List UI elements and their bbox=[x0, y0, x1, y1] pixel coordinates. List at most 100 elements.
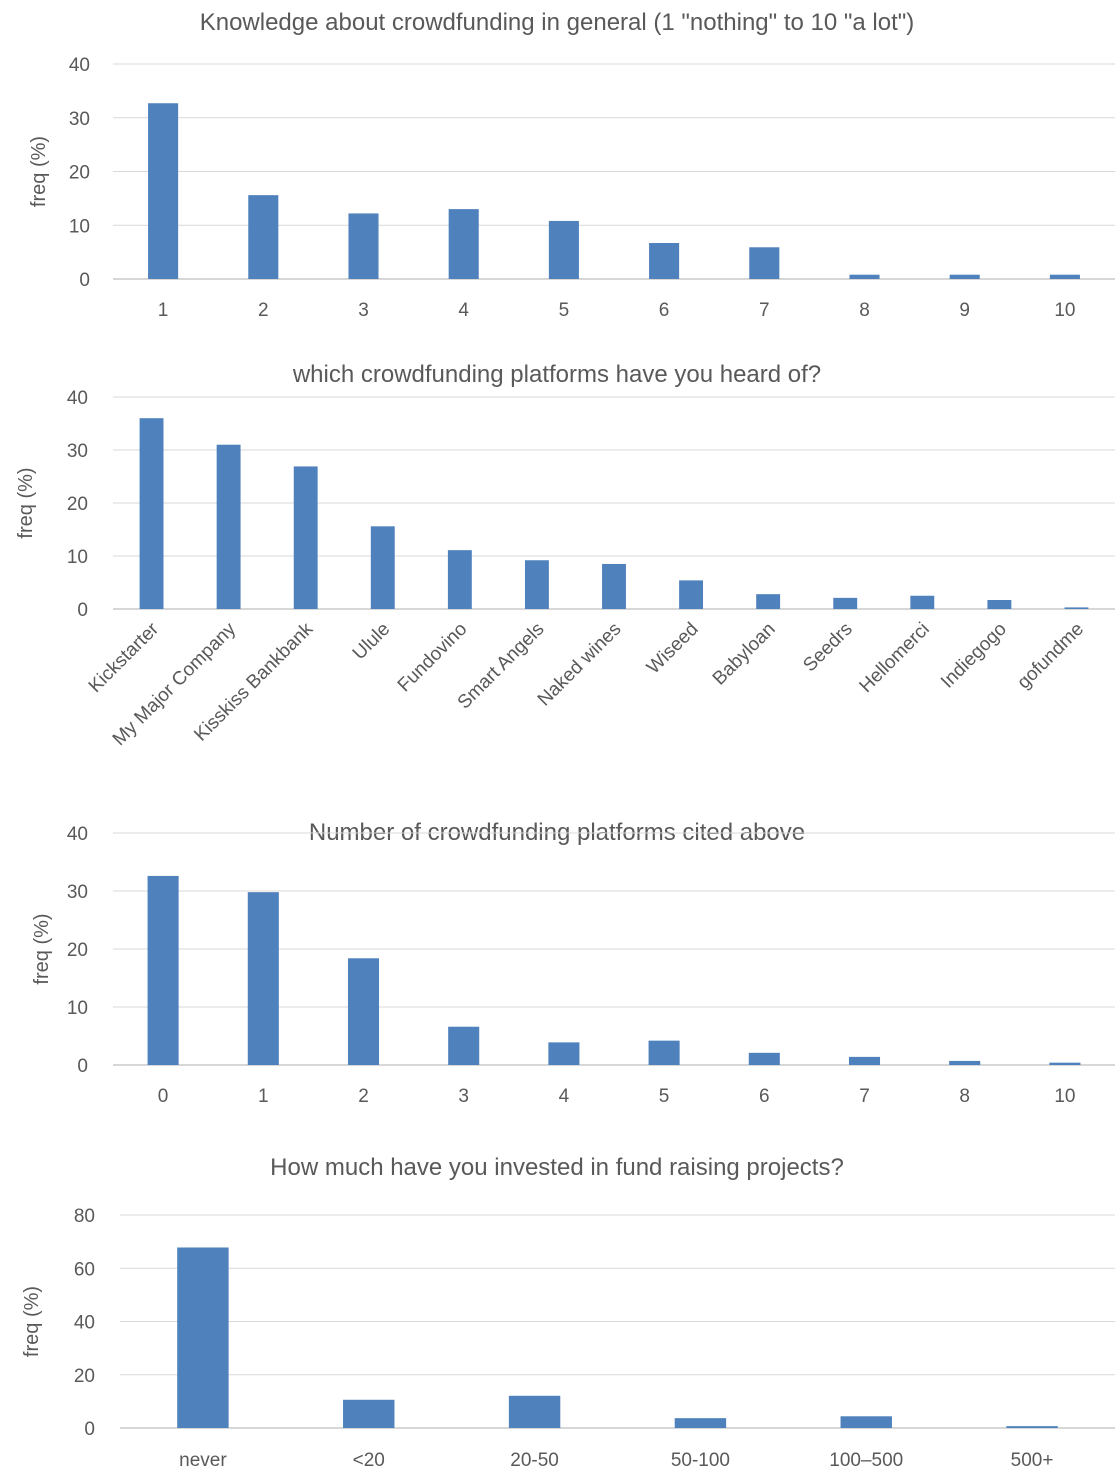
bar-2-9 bbox=[756, 594, 781, 609]
x-tick-label: 8 bbox=[859, 300, 870, 321]
chart-title: Knowledge about crowdfunding in general … bbox=[200, 9, 915, 36]
x-tick-label: 0 bbox=[158, 1086, 169, 1107]
x-tick-label: gofundme bbox=[1013, 619, 1088, 694]
y-tick-label: 10 bbox=[67, 547, 88, 568]
y-tick-label: 10 bbox=[69, 216, 90, 237]
bar-2-5 bbox=[447, 550, 472, 609]
bar-2-3 bbox=[293, 466, 318, 609]
x-tick-label: Ulule bbox=[349, 619, 394, 664]
x-tick-label: 50-100 bbox=[671, 1450, 730, 1471]
x-tick-label: Naked wines bbox=[534, 619, 626, 711]
chart-panel-2: which crowdfunding platforms have you he… bbox=[15, 361, 1115, 750]
bar-2-8 bbox=[679, 580, 704, 609]
y-tick-label: 20 bbox=[67, 940, 88, 961]
y-tick-label: 30 bbox=[69, 109, 90, 130]
bar-1-2 bbox=[248, 195, 279, 279]
x-tick-label: 4 bbox=[559, 1086, 570, 1107]
y-tick-label: 30 bbox=[67, 441, 88, 462]
x-tick-label: 7 bbox=[859, 1086, 870, 1107]
y-tick-label: 20 bbox=[74, 1366, 95, 1387]
bar-3-4 bbox=[448, 1026, 480, 1065]
chart-title: which crowdfunding platforms have you he… bbox=[292, 361, 821, 388]
y-tick-label: 40 bbox=[74, 1313, 95, 1334]
bar-3-10 bbox=[1049, 1062, 1081, 1065]
y-axis-label: freq (%) bbox=[31, 913, 53, 984]
bar-2-12 bbox=[987, 599, 1012, 609]
x-tick-label: never bbox=[179, 1450, 227, 1471]
bar-4-4 bbox=[674, 1418, 727, 1428]
y-tick-label: 0 bbox=[79, 270, 90, 291]
y-tick-label: 40 bbox=[67, 824, 88, 845]
bar-1-8 bbox=[849, 274, 880, 279]
y-tick-label: 0 bbox=[84, 1419, 95, 1440]
bar-2-11 bbox=[910, 595, 935, 609]
x-tick-label: 1 bbox=[158, 300, 169, 321]
y-tick-label: 60 bbox=[74, 1259, 95, 1280]
y-tick-label: 30 bbox=[67, 882, 88, 903]
x-tick-label: 10 bbox=[1054, 300, 1075, 321]
y-tick-label: 20 bbox=[69, 163, 90, 184]
bar-2-2 bbox=[216, 444, 241, 609]
x-tick-label: 3 bbox=[458, 1086, 469, 1107]
x-tick-label: 4 bbox=[458, 300, 469, 321]
bar-1-6 bbox=[649, 242, 680, 279]
x-tick-label: 100–500 bbox=[829, 1450, 903, 1471]
y-tick-label: 0 bbox=[77, 1056, 88, 1077]
x-tick-label: Fundovino bbox=[394, 619, 472, 697]
bar-3-9 bbox=[949, 1060, 981, 1065]
bar-3-8 bbox=[848, 1056, 881, 1065]
chart-panel-1: Knowledge about crowdfunding in general … bbox=[28, 9, 1115, 321]
x-tick-label: 2 bbox=[258, 300, 269, 321]
bar-2-1 bbox=[139, 418, 164, 609]
bar-2-6 bbox=[524, 560, 549, 609]
x-tick-label: Hellomerci bbox=[856, 619, 934, 697]
x-tick-label: 1 bbox=[258, 1086, 269, 1107]
x-tick-label: Indiegogo bbox=[937, 619, 1011, 693]
bar-3-6 bbox=[648, 1040, 680, 1065]
bar-4-1 bbox=[177, 1247, 229, 1428]
y-tick-label: 80 bbox=[74, 1206, 95, 1227]
x-tick-label: 9 bbox=[959, 300, 970, 321]
x-tick-label: Seedrs bbox=[799, 619, 856, 676]
bar-1-3 bbox=[348, 213, 379, 279]
bar-1-1 bbox=[148, 103, 179, 279]
chart-panel-3: Number of crowdfunding platforms cited a… bbox=[31, 819, 1115, 1107]
x-tick-label: Kickstarter bbox=[85, 618, 164, 697]
y-tick-label: 10 bbox=[67, 998, 88, 1019]
x-tick-label: 5 bbox=[559, 300, 570, 321]
y-tick-label: 20 bbox=[67, 494, 88, 515]
bar-2-13 bbox=[1064, 607, 1089, 609]
x-tick-label: 2 bbox=[358, 1086, 369, 1107]
bar-3-7 bbox=[748, 1052, 780, 1065]
bar-4-2 bbox=[343, 1399, 395, 1428]
bar-1-9 bbox=[949, 274, 980, 279]
y-tick-label: 0 bbox=[77, 600, 88, 621]
x-tick-label: Babyloan bbox=[709, 619, 780, 690]
bar-4-6 bbox=[1006, 1426, 1058, 1428]
x-tick-label: Wiseed bbox=[643, 619, 703, 679]
bar-3-2 bbox=[247, 892, 279, 1065]
chart-title: How much have you invested in fund raisi… bbox=[270, 1154, 844, 1181]
x-tick-label: 6 bbox=[659, 300, 670, 321]
y-tick-label: 40 bbox=[69, 55, 90, 76]
bar-2-4 bbox=[370, 526, 395, 609]
bar-3-3 bbox=[347, 958, 380, 1065]
x-tick-label: <20 bbox=[353, 1450, 385, 1471]
x-tick-label: 6 bbox=[759, 1086, 770, 1107]
bar-1-5 bbox=[548, 220, 579, 279]
x-tick-label: 8 bbox=[959, 1086, 970, 1107]
bar-2-7 bbox=[602, 563, 626, 609]
bar-4-5 bbox=[840, 1416, 892, 1428]
bar-4-3 bbox=[508, 1395, 561, 1428]
bar-3-1 bbox=[147, 875, 179, 1065]
bar-2-10 bbox=[833, 597, 858, 609]
x-tick-label: 7 bbox=[759, 300, 770, 321]
chart-panel-4: How much have you invested in fund raisi… bbox=[21, 1154, 1115, 1471]
x-tick-label: 3 bbox=[358, 300, 369, 321]
x-tick-label: 20-50 bbox=[510, 1450, 559, 1471]
bar-1-7 bbox=[749, 247, 780, 279]
x-tick-label: 500+ bbox=[1011, 1450, 1054, 1471]
x-tick-label: 10 bbox=[1054, 1086, 1075, 1107]
